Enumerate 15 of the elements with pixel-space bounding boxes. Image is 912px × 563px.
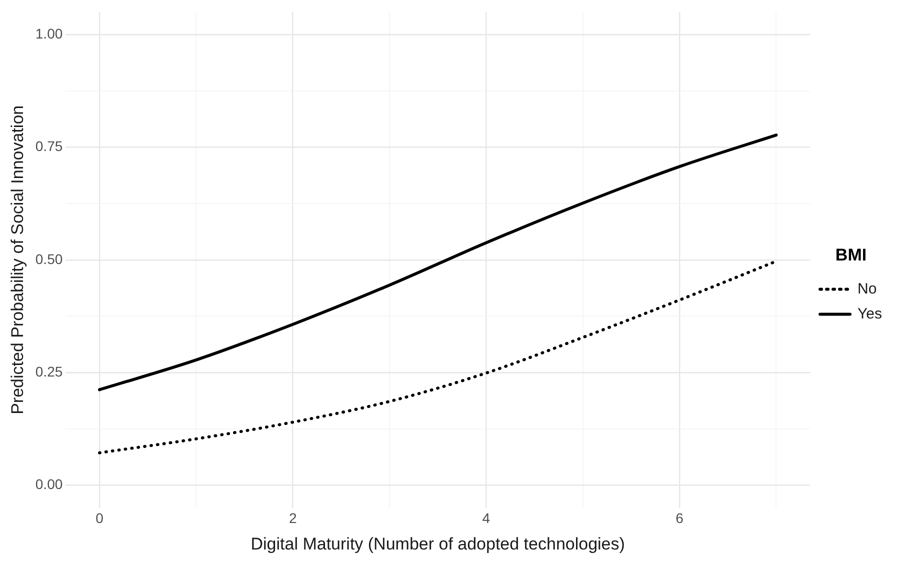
legend-label: Yes — [858, 305, 882, 322]
line-series — [98, 134, 778, 392]
x-tick-label: 0 — [96, 510, 104, 526]
legend-title: BMI — [835, 245, 867, 264]
legend-label: No — [858, 280, 877, 298]
x-axis-title: Digital Maturity (Number of adopted technologies) — [250, 534, 625, 554]
x-tick-label: 6 — [676, 510, 684, 526]
y-tick-label: 0.75 — [35, 138, 63, 154]
x-tick-label: 2 — [288, 510, 297, 526]
y-tick-label: 0.25 — [35, 363, 63, 380]
y-tick-label: 0.50 — [35, 250, 63, 267]
x-tick-label: 4 — [482, 510, 490, 526]
y-axis-title: Predicted Probability of Social Innovation — [8, 105, 27, 414]
y-tick-label: 1.00 — [35, 25, 63, 42]
y-tick-label: 0.00 — [35, 476, 63, 492]
